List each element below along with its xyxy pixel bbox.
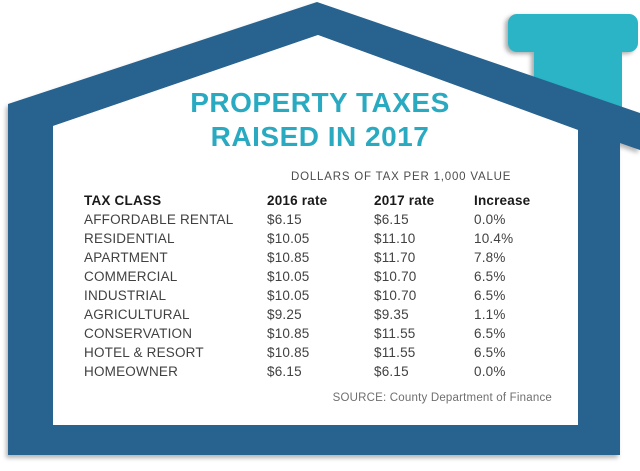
- tax-class-cell: AFFORDABLE RENTAL: [84, 212, 234, 227]
- rate-2016-cell: $10.05: [267, 231, 310, 246]
- increase-cell: 6.5%: [474, 326, 506, 341]
- increase-cell: 6.5%: [474, 288, 506, 303]
- tax-class-cell: AGRICULTURAL: [84, 307, 190, 322]
- table-row: COMMERCIAL $10.05 $10.70 6.5%: [84, 267, 559, 286]
- column-header-tax-class: TAX CLASS: [84, 193, 162, 208]
- rate-2017-cell: $11.55: [374, 345, 416, 360]
- increase-cell: 0.0%: [474, 212, 506, 227]
- rate-2016-cell: $10.05: [267, 288, 310, 303]
- tax-class-cell: CONSERVATION: [84, 326, 193, 341]
- tax-class-cell: APARTMENT: [84, 250, 168, 265]
- table-row: APARTMENT $10.85 $11.70 7.8%: [84, 248, 559, 267]
- tax-class-cell: COMMERCIAL: [84, 269, 178, 284]
- page-title: PROPERTY TAXES RAISED IN 2017: [0, 86, 640, 154]
- rate-2017-cell: $10.70: [374, 288, 417, 303]
- rate-2017-cell: $6.15: [374, 212, 409, 227]
- rate-2017-cell: $6.15: [374, 364, 409, 379]
- rate-2016-cell: $10.85: [267, 326, 310, 341]
- table-row: INDUSTRIAL $10.05 $10.70 6.5%: [84, 286, 559, 305]
- table-row: AGRICULTURAL $9.25 $9.35 1.1%: [84, 305, 559, 324]
- table-row: AFFORDABLE RENTAL $6.15 $6.15 0.0%: [84, 210, 559, 229]
- rate-2016-cell: $9.25: [267, 307, 302, 322]
- table-header-row: TAX CLASS 2016 rate 2017 rate Increase: [84, 191, 559, 210]
- column-header-increase: Increase: [474, 193, 531, 208]
- table-row: RESIDENTIAL $10.05 $11.10 10.4%: [84, 229, 559, 248]
- increase-cell: 6.5%: [474, 269, 506, 284]
- column-header-2017-rate: 2017 rate: [374, 193, 435, 208]
- column-header-2016-rate: 2016 rate: [267, 193, 328, 208]
- increase-cell: 1.1%: [474, 307, 506, 322]
- rate-2016-cell: $10.05: [267, 269, 310, 284]
- rate-2017-cell: $11.55: [374, 326, 416, 341]
- rate-2017-cell: $9.35: [374, 307, 409, 322]
- rate-2016-cell: $6.15: [267, 212, 302, 227]
- table-subtitle: DOLLARS OF TAX PER 1,000 VALUE: [291, 171, 512, 183]
- chimney-cap: [508, 14, 638, 52]
- rate-2016-cell: $10.85: [267, 345, 310, 360]
- increase-cell: 10.4%: [474, 231, 514, 246]
- source-note: SOURCE: County Department of Finance: [332, 392, 552, 404]
- rate-2017-cell: $11.10: [374, 231, 416, 246]
- increase-cell: 6.5%: [474, 345, 506, 360]
- tax-class-cell: INDUSTRIAL: [84, 288, 167, 303]
- increase-cell: 7.8%: [474, 250, 506, 265]
- rate-2016-cell: $6.15: [267, 364, 302, 379]
- title-line-1: PROPERTY TAXES: [190, 87, 450, 118]
- house-interior: [53, 35, 578, 425]
- tax-class-cell: RESIDENTIAL: [84, 231, 175, 246]
- tax-class-cell: HOTEL & RESORT: [84, 345, 204, 360]
- increase-cell: 0.0%: [474, 364, 506, 379]
- table-row: HOTEL & RESORT $10.85 $11.55 6.5%: [84, 343, 559, 362]
- tax-class-cell: HOMEOWNER: [84, 364, 179, 379]
- table-row: CONSERVATION $10.85 $11.55 6.5%: [84, 324, 559, 343]
- table-row: HOMEOWNER $6.15 $6.15 0.0%: [84, 362, 559, 381]
- rate-2016-cell: $10.85: [267, 250, 310, 265]
- rate-2017-cell: $11.70: [374, 250, 416, 265]
- rate-2017-cell: $10.70: [374, 269, 417, 284]
- tax-rate-table: TAX CLASS 2016 rate 2017 rate Increase A…: [84, 191, 559, 381]
- title-line-2: RAISED IN 2017: [210, 121, 430, 152]
